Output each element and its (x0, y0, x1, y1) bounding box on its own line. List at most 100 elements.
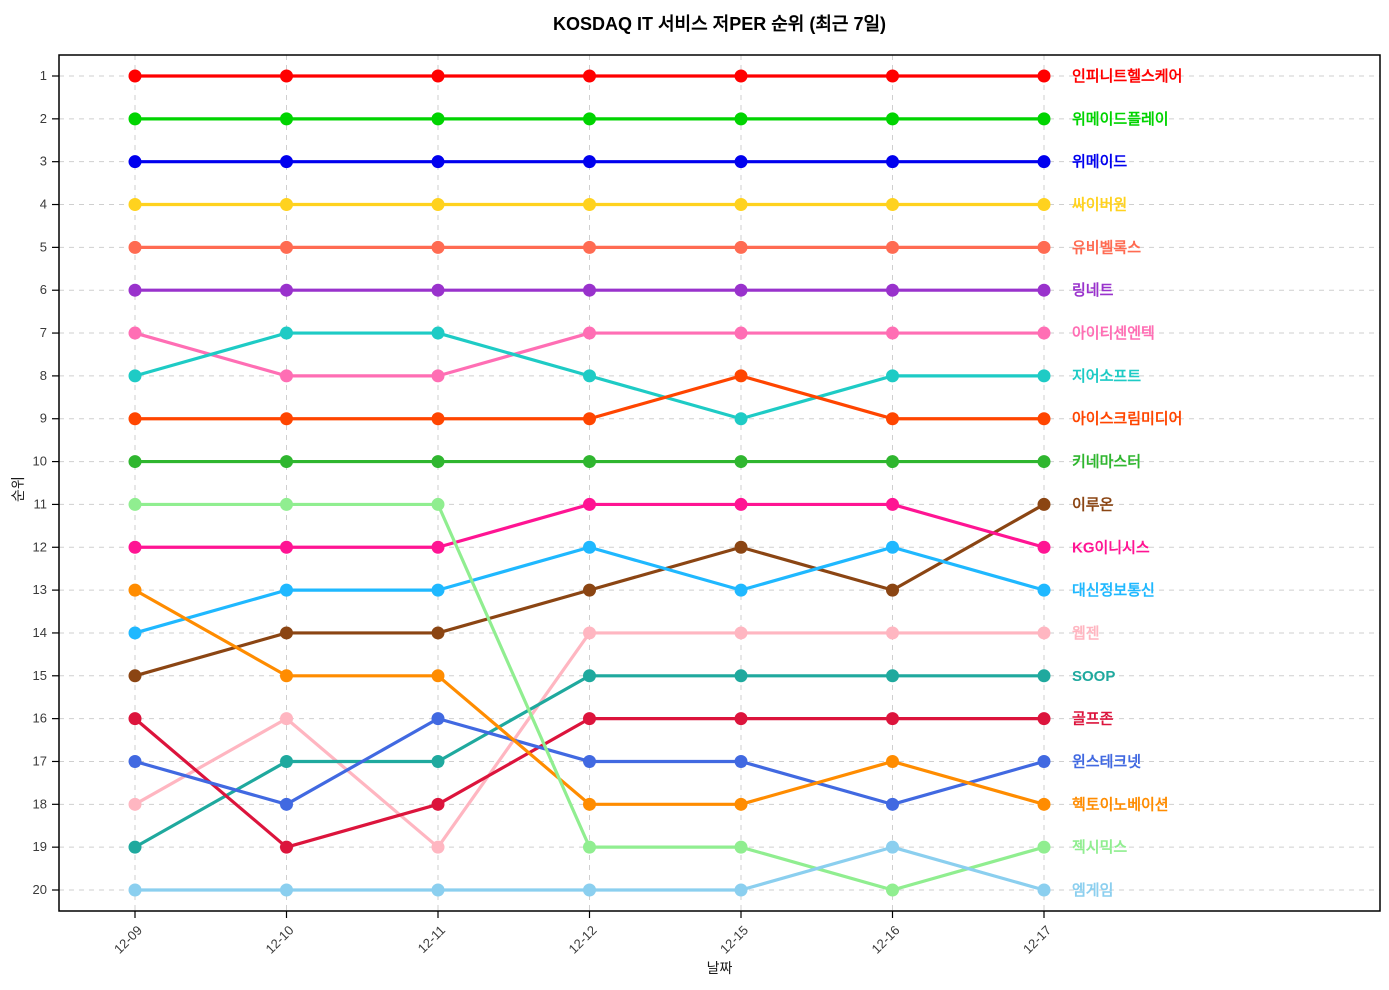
data-point (734, 112, 748, 126)
series-label: 젝시믹스 (1072, 838, 1127, 856)
data-point (280, 283, 293, 297)
data-point (1037, 669, 1051, 683)
data-point (886, 69, 899, 83)
series-label: 골프존 (1072, 711, 1114, 728)
data-point (1037, 412, 1051, 426)
data-point (280, 754, 293, 768)
series-label: 대신정보통신 (1072, 581, 1155, 599)
data-point (128, 112, 142, 126)
data-point (583, 455, 596, 469)
data-point (280, 797, 293, 811)
data-point (128, 754, 142, 768)
data-point (734, 797, 748, 811)
plot-border (58, 54, 1381, 912)
data-point (128, 797, 142, 811)
data-point (886, 240, 899, 254)
data-point (280, 840, 293, 854)
data-point (431, 626, 445, 640)
data-point (583, 155, 596, 169)
y-tick-label: 11 (34, 496, 48, 511)
data-point (886, 455, 899, 469)
data-point (583, 754, 596, 768)
y-tick-label: 16 (33, 711, 47, 726)
data-point (280, 712, 293, 726)
data-point (280, 455, 293, 469)
data-point (1037, 797, 1051, 811)
x-tick-label: 12-16 (869, 923, 903, 957)
y-tick-label: 18 (33, 796, 47, 811)
y-tick-label: 6 (40, 282, 47, 297)
data-point (886, 412, 899, 426)
data-point (1037, 626, 1051, 640)
series-label: 위메이드플레이 (1072, 111, 1169, 128)
data-point (583, 540, 596, 554)
data-point (431, 712, 445, 726)
y-tick-label: 19 (33, 839, 47, 854)
data-point (128, 626, 142, 640)
data-point (734, 583, 748, 597)
data-point (128, 69, 142, 83)
y-tick-label: 14 (33, 625, 47, 640)
x-tick-label: 12-09 (111, 923, 145, 957)
data-point (280, 369, 293, 383)
data-point (583, 797, 596, 811)
series-label: 지어소프트 (1072, 368, 1141, 385)
y-tick-label: 17 (33, 753, 47, 768)
y-tick-label: 2 (40, 111, 47, 126)
data-point (431, 112, 445, 126)
data-point (583, 583, 596, 597)
data-point (583, 283, 596, 297)
data-point (734, 669, 748, 683)
data-point (1037, 198, 1051, 212)
data-point (734, 412, 748, 426)
data-point (734, 455, 748, 469)
data-point (886, 540, 899, 554)
data-point (128, 583, 142, 597)
y-tick-label: 7 (40, 325, 47, 340)
data-point (583, 198, 596, 212)
data-point (1037, 369, 1051, 383)
x-tick-label: 12-15 (717, 923, 751, 957)
data-point (583, 112, 596, 126)
data-point (128, 240, 142, 254)
data-point (734, 69, 748, 83)
data-point (128, 540, 142, 554)
data-point (1037, 112, 1051, 126)
data-point (734, 840, 748, 854)
data-point (431, 840, 445, 854)
data-point (886, 369, 899, 383)
data-point (886, 840, 899, 854)
data-point (583, 883, 596, 897)
y-tick-label: 20 (33, 882, 47, 897)
data-point (583, 240, 596, 254)
data-point (128, 198, 142, 212)
x-tick-label: 12-17 (1020, 923, 1054, 957)
data-point (583, 712, 596, 726)
data-point (431, 240, 445, 254)
data-point (1037, 712, 1051, 726)
data-point (886, 326, 899, 340)
y-tick-label: 9 (40, 411, 47, 426)
data-point (583, 369, 596, 383)
series-label: 유비벨록스 (1072, 239, 1141, 256)
data-point (1037, 455, 1051, 469)
data-point (886, 198, 899, 212)
data-point (1037, 583, 1051, 597)
data-point (734, 326, 748, 340)
series-label: 아이스크림미디어 (1072, 410, 1182, 428)
data-point (583, 412, 596, 426)
x-axis-label: 날짜 (706, 960, 733, 976)
data-point (734, 369, 748, 383)
data-point (886, 283, 899, 297)
data-point (128, 883, 142, 897)
data-point (431, 369, 445, 383)
data-point (886, 155, 899, 169)
data-point (280, 412, 293, 426)
y-tick-label: 5 (40, 239, 47, 254)
series-label: 인피니트헬스케어 (1072, 67, 1182, 85)
data-point (1037, 840, 1051, 854)
data-point (128, 283, 142, 297)
series-label: SOOP (1072, 668, 1115, 685)
data-point (128, 155, 142, 169)
